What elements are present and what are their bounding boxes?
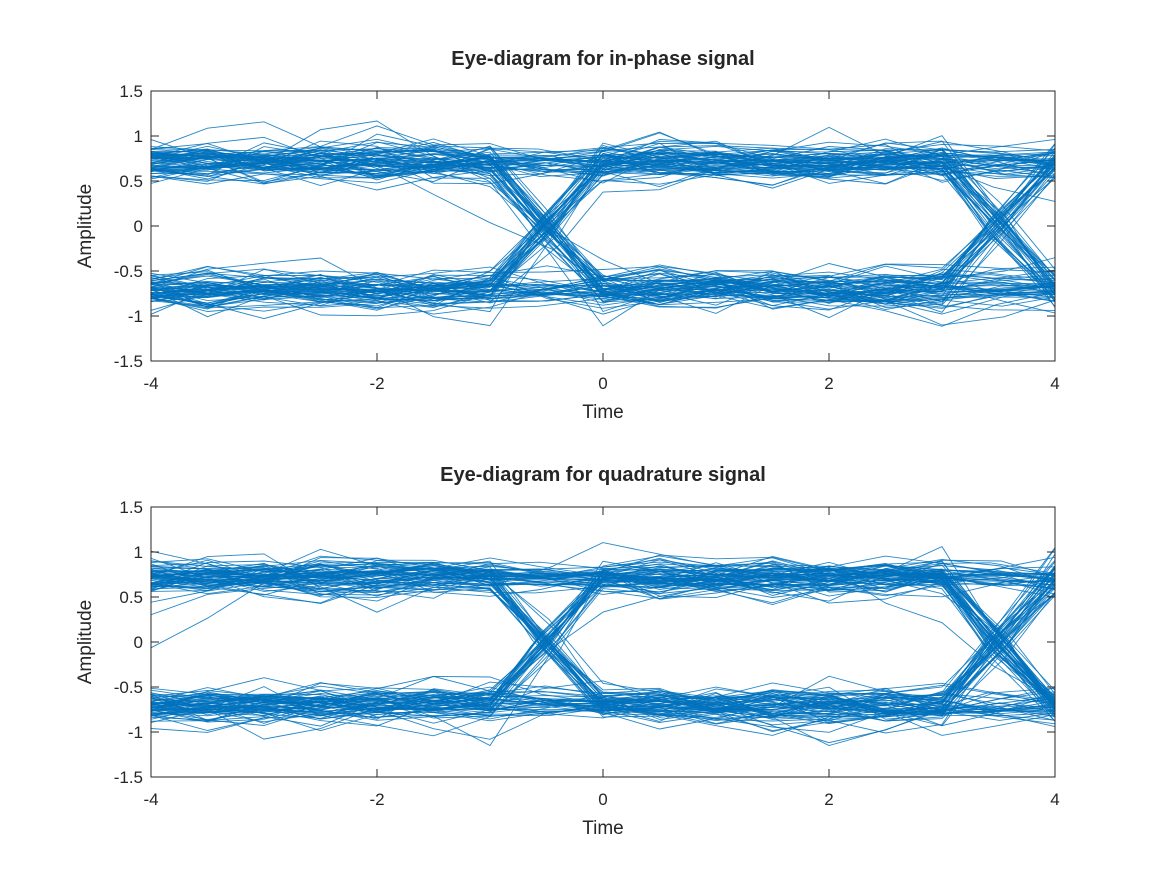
y-tick-label: 1	[134, 127, 143, 146]
y-tick-label: -1.5	[114, 352, 143, 371]
trace-line	[151, 156, 1055, 290]
y-tick-label: -0.5	[114, 678, 143, 697]
y-tick-label: 0.5	[119, 588, 143, 607]
trace-line	[151, 564, 1055, 593]
trace-line	[151, 149, 1055, 306]
y-tick-label: 1.5	[119, 498, 143, 517]
trace-line	[151, 557, 1055, 700]
trace-line	[151, 150, 1055, 308]
trace-line	[151, 566, 1055, 598]
y-axis-label: Amplitude	[75, 184, 96, 269]
trace-line	[151, 557, 1055, 705]
trace-line	[151, 151, 1055, 301]
trace-line	[151, 280, 1055, 315]
trace-line	[151, 566, 1055, 714]
x-tick-label: -4	[143, 374, 158, 393]
trace-line	[151, 567, 1055, 722]
trace-line	[151, 149, 1055, 310]
trace-line	[151, 140, 1055, 185]
trace-line	[151, 558, 1055, 718]
trace-line	[151, 563, 1055, 733]
trace-line	[151, 172, 1055, 310]
trace-line	[151, 269, 1055, 301]
inphase-eye-diagram: Eye-diagram for in-phase signal -4 -2 0 2 4-…	[75, 48, 1060, 423]
trace-line	[151, 274, 1055, 302]
trace-line	[151, 564, 1055, 719]
trace-line	[151, 146, 1055, 296]
trace-line	[151, 153, 1055, 295]
x-tick-label: 2	[824, 790, 833, 809]
trace-line	[151, 569, 1055, 719]
trace-line	[151, 121, 1055, 176]
y-axis-label: Amplitude	[75, 600, 96, 685]
trace-line	[151, 569, 1055, 721]
quadrature-eye-diagram: Eye-diagram for quadrature signal -4 -2 0 2…	[75, 464, 1060, 839]
chart-title: Eye-diagram for quadrature signal	[440, 464, 766, 486]
tick-labels: -4 -2 0 2 4 -1.5 -1 -0.5 0 0.5 1 1.5	[114, 498, 1060, 809]
x-tick-label: -4	[143, 790, 158, 809]
trace-line	[151, 566, 1055, 725]
x-tick-label: 2	[824, 374, 833, 393]
x-axis-label: Time	[582, 402, 624, 423]
x-tick-label: 0	[598, 790, 607, 809]
trace-line	[151, 564, 1055, 588]
trace-line	[151, 268, 1055, 305]
trace-line	[151, 564, 1055, 710]
trace-line	[151, 153, 1055, 298]
x-tick-label: 4	[1050, 374, 1059, 393]
y-tick-label: 0	[134, 217, 143, 236]
y-tick-label: 1.5	[119, 82, 143, 101]
y-tick-label: 0.5	[119, 172, 143, 191]
y-tick-label: 1	[134, 543, 143, 562]
trace-line	[151, 166, 1055, 306]
x-tick-label: -2	[369, 790, 384, 809]
y-tick-label: -1	[128, 723, 143, 742]
x-tick-label: -2	[369, 374, 384, 393]
trace-line	[151, 561, 1055, 733]
trace-group	[151, 542, 1055, 747]
x-tick-label: 4	[1050, 790, 1059, 809]
trace-group	[151, 120, 1055, 327]
tick-labels: -4 -2 0 2 4 -1.5 -1 -0.5 0 0.5 1 1.5	[114, 82, 1060, 393]
trace-line	[151, 682, 1055, 717]
y-tick-label: 0	[134, 633, 143, 652]
trace-line	[151, 694, 1055, 718]
y-tick-label: -1.5	[114, 768, 143, 787]
x-tick-label: 0	[598, 374, 607, 393]
y-tick-label: -0.5	[114, 262, 143, 281]
chart-title: Eye-diagram for in-phase signal	[451, 48, 754, 70]
axes-frame	[150, 90, 1056, 362]
axes-frame	[150, 506, 1056, 778]
trace-line	[151, 689, 1055, 715]
trace-line	[151, 141, 1055, 290]
trace-line	[151, 569, 1055, 747]
trace-line	[151, 159, 1055, 297]
trace-line	[151, 575, 1055, 715]
trace-line	[151, 571, 1055, 740]
trace-line	[151, 144, 1055, 313]
trace-line	[151, 274, 1055, 320]
x-axis-label: Time	[582, 818, 624, 839]
trace-line	[151, 153, 1055, 296]
trace-line	[151, 269, 1055, 308]
trace-line	[151, 141, 1055, 171]
trace-line	[151, 139, 1055, 184]
trace-line	[151, 565, 1055, 707]
y-tick-label: -1	[128, 307, 143, 326]
trace-line	[151, 553, 1055, 734]
